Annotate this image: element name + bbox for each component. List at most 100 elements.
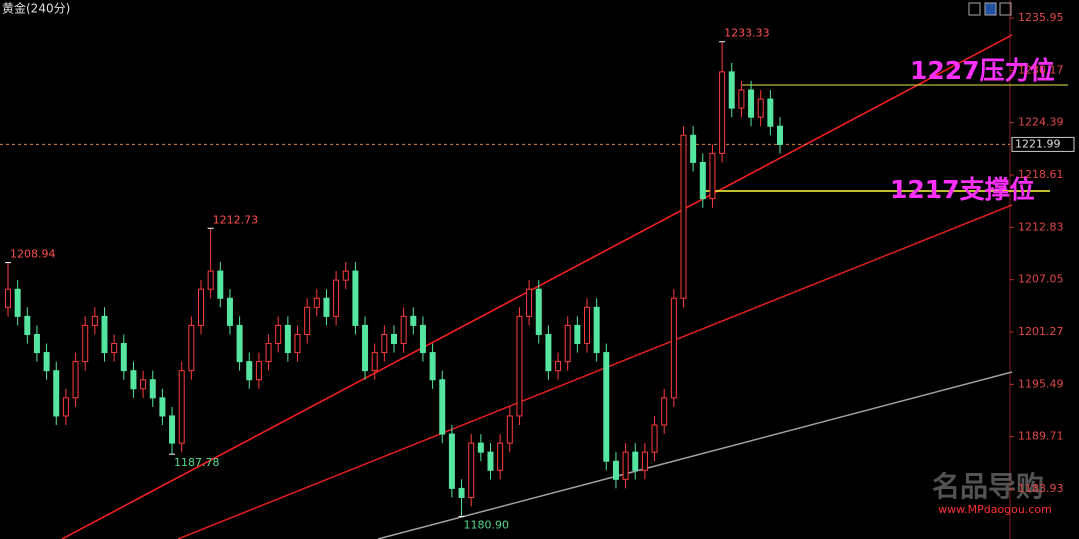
low-label: 1180.90 bbox=[464, 518, 510, 531]
candle-body bbox=[246, 361, 253, 381]
candle-body bbox=[690, 134, 697, 163]
candle-body bbox=[120, 343, 127, 372]
candle-body bbox=[82, 324, 89, 363]
candle-body bbox=[535, 288, 542, 335]
candle-body bbox=[101, 315, 108, 354]
high-label: 1233.33 bbox=[724, 27, 770, 40]
low-label: 1187.78 bbox=[174, 456, 220, 469]
candle-body bbox=[593, 306, 600, 354]
candle-body bbox=[506, 415, 513, 444]
y-tick-label: 1218.61 bbox=[1018, 168, 1064, 181]
candle-body bbox=[198, 288, 204, 326]
candle-body bbox=[178, 370, 185, 444]
candle-body bbox=[33, 333, 40, 354]
candle-body bbox=[217, 270, 224, 299]
y-tick-label: 1207.05 bbox=[1018, 273, 1064, 286]
candle-body bbox=[622, 451, 629, 480]
y-tick-label: 1212.83 bbox=[1018, 220, 1064, 233]
candle-body bbox=[130, 370, 137, 390]
candle-body bbox=[14, 288, 21, 317]
trend-line bbox=[377, 371, 1013, 539]
candle-body bbox=[352, 270, 359, 326]
toolbar-icon[interactable] bbox=[968, 2, 981, 16]
high-label: 1208.94 bbox=[10, 248, 56, 261]
candle-body bbox=[564, 324, 571, 363]
candle-body bbox=[24, 315, 31, 335]
candle-body bbox=[526, 288, 533, 317]
candle-body bbox=[767, 98, 774, 127]
candle-body bbox=[516, 315, 523, 417]
y-tick-label: 1183.93 bbox=[1018, 482, 1064, 495]
candle-body bbox=[333, 279, 340, 317]
candle-body bbox=[545, 333, 552, 372]
candle-body bbox=[603, 352, 610, 462]
toolbar-icon[interactable] bbox=[999, 2, 1012, 16]
candle-body bbox=[468, 442, 475, 498]
candle-body bbox=[72, 361, 79, 399]
candle-body bbox=[757, 98, 764, 118]
candle-body bbox=[275, 324, 282, 345]
candle-body bbox=[670, 297, 677, 399]
candle-body bbox=[574, 324, 581, 345]
candle-body bbox=[487, 451, 494, 471]
candle-body bbox=[62, 397, 69, 417]
candle-body bbox=[497, 442, 504, 471]
candle-body bbox=[226, 297, 233, 326]
watermark-logo: 名品导购 bbox=[932, 470, 1044, 503]
candle-body bbox=[342, 270, 349, 281]
candle-body bbox=[43, 352, 50, 372]
candle-body bbox=[680, 134, 687, 299]
candle-body bbox=[719, 71, 726, 154]
candle-body bbox=[53, 370, 60, 417]
candle-body bbox=[584, 306, 590, 345]
candle-body bbox=[391, 333, 397, 345]
candle-body bbox=[400, 315, 407, 345]
candle-body bbox=[651, 424, 658, 453]
high-label: 1212.73 bbox=[213, 213, 259, 226]
candle-body bbox=[448, 433, 455, 489]
candle-body bbox=[313, 297, 320, 308]
candle-body bbox=[159, 397, 166, 417]
candle-body bbox=[169, 415, 176, 444]
candle-body bbox=[371, 352, 378, 372]
candle-body bbox=[728, 71, 735, 109]
watermark: www.MPdaogou.com bbox=[938, 503, 1052, 516]
candle-body bbox=[362, 324, 369, 372]
candle-body bbox=[699, 161, 706, 200]
trend-line bbox=[61, 34, 1013, 539]
annotation: 1217支撑位 bbox=[890, 175, 1035, 204]
y-tick-label: 1235.95 bbox=[1018, 11, 1064, 24]
candle-body bbox=[304, 306, 311, 335]
candle-body bbox=[323, 297, 330, 317]
candle-body bbox=[477, 442, 484, 453]
current-price-box bbox=[1011, 136, 1075, 152]
candle-body bbox=[111, 343, 118, 354]
candle-body bbox=[612, 460, 619, 480]
candle-body bbox=[458, 487, 465, 498]
candle-body bbox=[410, 315, 417, 326]
candle-body bbox=[5, 288, 11, 308]
y-tick-label: 1224.39 bbox=[1018, 116, 1064, 129]
toolbar-icon[interactable] bbox=[984, 2, 997, 16]
candle-body bbox=[748, 89, 755, 118]
candle-body bbox=[381, 333, 388, 354]
y-tick-label: 1189.71 bbox=[1018, 430, 1064, 443]
candle-body bbox=[207, 270, 214, 290]
candle-body bbox=[419, 324, 426, 354]
candle-body bbox=[641, 451, 648, 471]
candle-body bbox=[777, 125, 783, 145]
candle-body bbox=[555, 361, 562, 372]
candle-body bbox=[661, 397, 668, 426]
y-tick-label: 1230.17 bbox=[1018, 63, 1064, 76]
candle-body bbox=[738, 89, 745, 109]
current-price-label: 1221.99 bbox=[1015, 137, 1061, 150]
trend-line bbox=[177, 204, 1013, 539]
annotation: 1227压力位 bbox=[910, 56, 1055, 85]
candle-body bbox=[255, 361, 262, 381]
candle-body bbox=[284, 324, 291, 354]
candle-body bbox=[149, 379, 156, 399]
candle-body bbox=[632, 451, 639, 471]
candle-body bbox=[188, 324, 195, 372]
chart-title: 黄金(240分) bbox=[2, 1, 70, 16]
